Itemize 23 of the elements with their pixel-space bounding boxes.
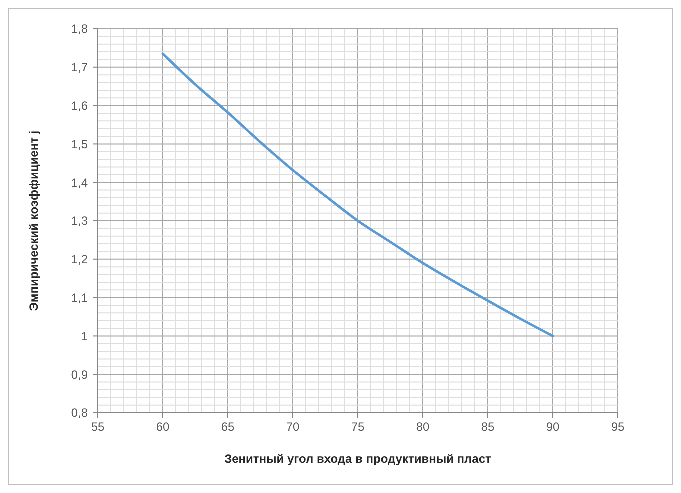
y-tick-label: 1,4 (71, 176, 88, 190)
x-tick-label: 85 (481, 420, 495, 434)
x-tick-label: 55 (91, 420, 105, 434)
x-tick-label: 70 (286, 420, 300, 434)
y-tick-label: 1,6 (71, 99, 88, 113)
x-tick-label: 75 (351, 420, 365, 434)
x-tick-label: 95 (611, 420, 625, 434)
x-tick-label: 60 (156, 420, 170, 434)
y-tick-label: 1,7 (71, 60, 88, 75)
y-tick-label: 0,8 (71, 406, 88, 420)
line-series (162, 52, 554, 338)
y-tick-label: 1,3 (71, 214, 88, 228)
y-axis-title: Эмпирический коэффициент j (27, 130, 41, 312)
y-tick-label: 1,5 (71, 137, 88, 152)
y-tick-label: 0,9 (71, 368, 88, 382)
y-tick-label: 1,2 (71, 252, 88, 267)
x-tick-label: 65 (221, 420, 235, 434)
y-tick-label: 1,1 (71, 291, 88, 305)
x-axis-title: Зенитный угол входа в продуктивный пласт (224, 452, 492, 466)
x-tick-label: 90 (546, 420, 560, 434)
x-tick-label: 80 (416, 420, 430, 434)
y-tick-label: 1 (81, 329, 88, 344)
y-tick-label: 1,8 (71, 22, 88, 36)
